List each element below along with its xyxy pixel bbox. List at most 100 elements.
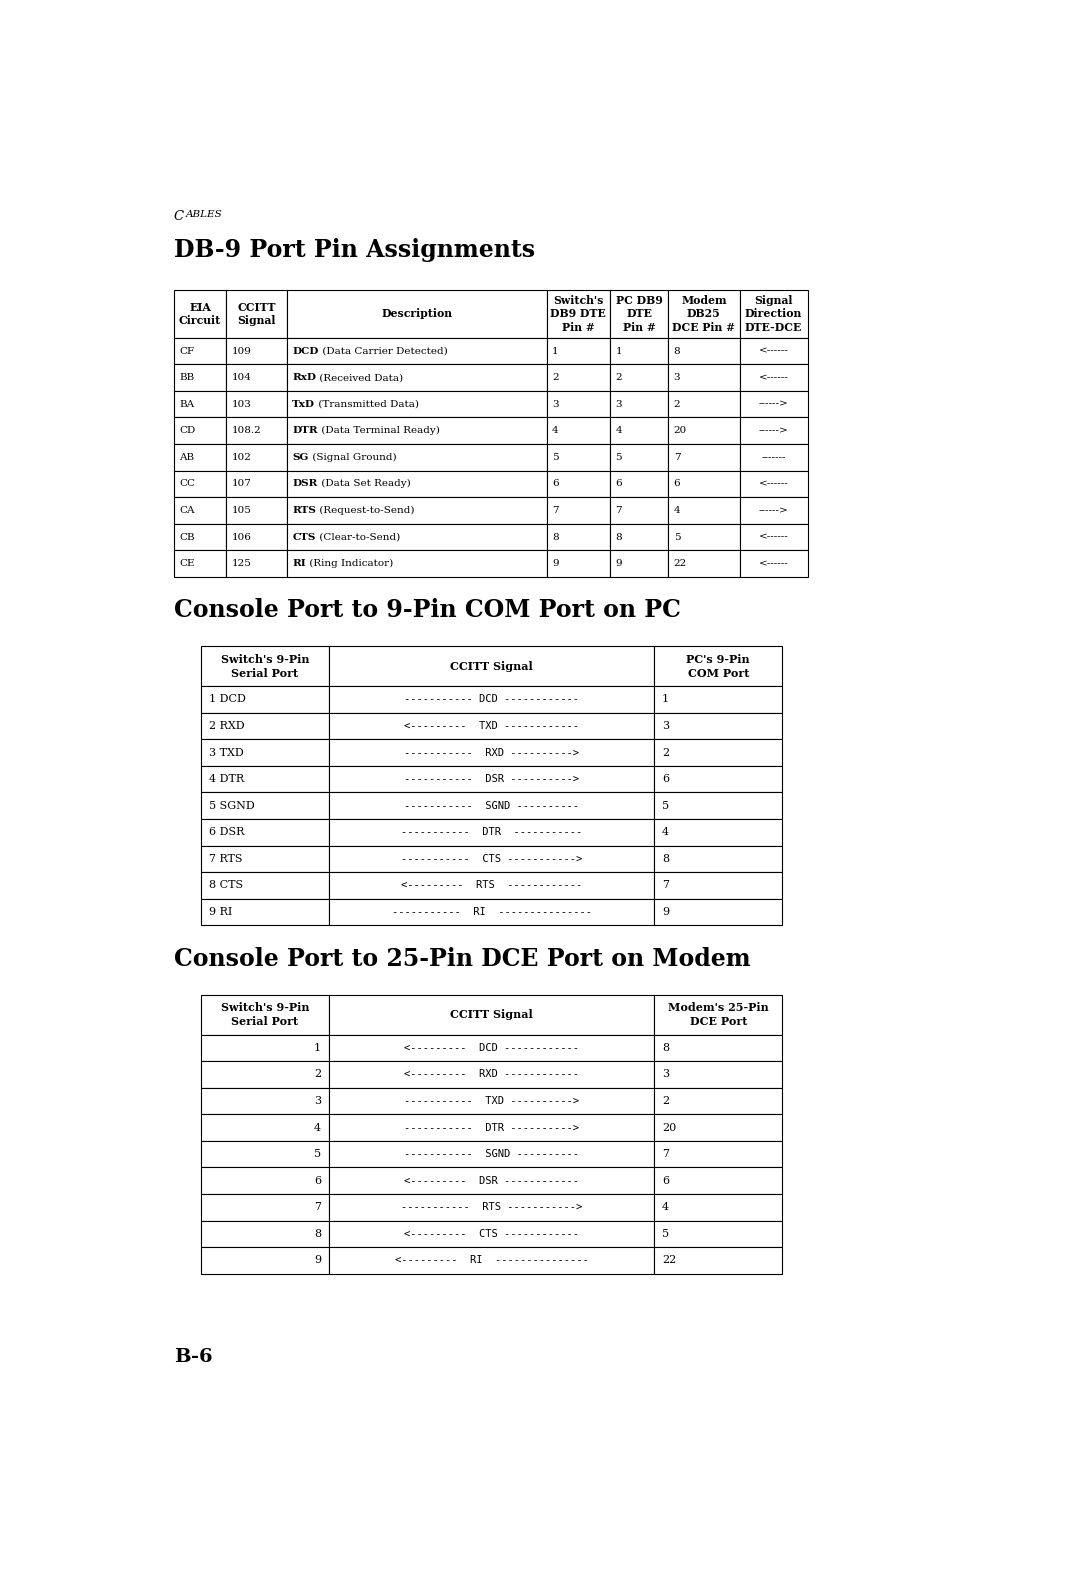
Text: 8: 8 [314,1229,321,1239]
Bar [227,471,287,498]
Bar [546,471,610,498]
Bar [654,766,782,793]
Text: RI: RI [293,559,306,568]
Bar [201,820,328,846]
Text: BB: BB [179,374,194,382]
Text: 5: 5 [662,801,670,810]
Text: 102: 102 [232,452,252,462]
Bar [669,444,740,471]
Text: 1 DCD: 1 DCD [208,694,245,705]
Text: 6: 6 [552,479,558,488]
Bar [328,793,654,820]
Bar [740,418,808,444]
Text: -----------  DSR ---------->: ----------- DSR ----------> [404,774,579,783]
Text: CC: CC [179,479,195,488]
Text: 6 DSR: 6 DSR [208,827,244,837]
Text: 8: 8 [552,532,558,542]
Bar [654,846,782,873]
Text: 6: 6 [314,1176,321,1185]
Text: ------>: ------> [759,506,788,515]
Text: 7: 7 [616,506,622,515]
Text: B-6: B-6 [174,1349,213,1366]
Text: 9: 9 [616,559,622,568]
Bar [201,1141,328,1168]
Bar [610,444,669,471]
Bar [201,1220,328,1247]
Bar [654,1035,782,1061]
Text: -------: ------- [761,452,786,462]
Bar [654,898,782,925]
Bar [654,1220,782,1247]
Text: CCITT Signal: CCITT Signal [450,1010,532,1020]
Bar [227,524,287,551]
Text: CE: CE [179,559,194,568]
Bar [610,418,669,444]
Text: 4: 4 [674,506,680,515]
Text: 8: 8 [674,347,680,355]
Text: <---------  TXD ------------: <--------- TXD ------------ [404,721,579,732]
Text: -----------  RI  ---------------: ----------- RI --------------- [391,907,592,917]
Bar [546,498,610,524]
Text: 9: 9 [314,1256,321,1265]
Bar [546,444,610,471]
Text: DTR: DTR [293,427,318,435]
Text: 8: 8 [616,532,622,542]
Text: DSR: DSR [293,479,318,488]
Text: CF: CF [179,347,194,355]
Text: 6: 6 [662,774,670,783]
Bar [740,364,808,391]
Bar [328,898,654,925]
Text: 8 CTS: 8 CTS [208,881,243,890]
Text: <---------  RXD ------------: <--------- RXD ------------ [404,1069,579,1080]
Text: AB: AB [179,452,194,462]
Bar [287,444,546,471]
Text: 3: 3 [662,1069,670,1080]
Bar [201,898,328,925]
Text: (Request-to-Send): (Request-to-Send) [316,506,415,515]
Text: 105: 105 [232,506,252,515]
Text: 104: 104 [232,374,252,382]
Text: 2: 2 [662,1096,670,1105]
Text: 1: 1 [616,347,622,355]
Bar [740,524,808,551]
Text: 5: 5 [662,1229,670,1239]
Bar [328,647,654,686]
Text: TxD: TxD [293,400,315,408]
Text: (Clear-to-Send): (Clear-to-Send) [315,532,400,542]
Text: RxD: RxD [293,374,316,382]
Bar [227,364,287,391]
Bar [201,873,328,898]
Text: (Data Carrier Detected): (Data Carrier Detected) [319,347,447,355]
Bar [546,364,610,391]
Text: PC DB9
DTE
Pin #: PC DB9 DTE Pin # [616,295,662,333]
Text: 9: 9 [662,907,670,917]
Text: 8: 8 [662,1042,670,1053]
Text: -----------  DTR  -----------: ----------- DTR ----------- [401,827,582,837]
Text: 3: 3 [616,400,622,408]
Text: 2 RXD: 2 RXD [208,721,244,732]
Bar [654,713,782,739]
Bar [546,338,610,364]
Bar [227,290,287,338]
Text: Switch's
DB9 DTE
Pin #: Switch's DB9 DTE Pin # [551,295,606,333]
Bar [287,551,546,576]
Bar [201,1088,328,1115]
Bar [610,364,669,391]
Text: 125: 125 [232,559,252,568]
Text: Modem's 25-Pin
DCE Port: Modem's 25-Pin DCE Port [667,1002,769,1027]
Bar [546,551,610,576]
Text: <------: <------ [759,532,788,542]
Bar [654,1061,782,1088]
Text: 3: 3 [662,721,670,732]
Text: Signal
Direction
DTE-DCE: Signal Direction DTE-DCE [745,295,802,333]
Text: 7: 7 [314,1203,321,1212]
Bar [654,647,782,686]
Bar [227,444,287,471]
Bar [201,793,328,820]
Bar [328,1168,654,1195]
Bar [610,524,669,551]
Bar [669,290,740,338]
Text: 4 DTR: 4 DTR [208,774,244,783]
Bar [654,820,782,846]
Text: 5: 5 [674,532,680,542]
